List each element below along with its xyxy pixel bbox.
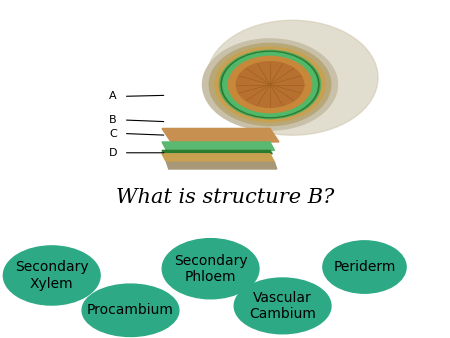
Polygon shape [162, 128, 279, 142]
Ellipse shape [220, 50, 320, 119]
Polygon shape [162, 154, 274, 162]
Ellipse shape [234, 278, 331, 334]
Ellipse shape [323, 241, 406, 293]
Ellipse shape [236, 62, 304, 107]
Ellipse shape [223, 53, 317, 117]
Text: Vascular
Cambium: Vascular Cambium [249, 291, 316, 321]
Text: C: C [109, 128, 117, 139]
Text: A: A [109, 91, 117, 101]
Ellipse shape [215, 47, 325, 122]
Polygon shape [162, 150, 272, 154]
Text: Periderm: Periderm [333, 260, 396, 274]
Text: Secondary
Phloem: Secondary Phloem [174, 254, 248, 284]
Ellipse shape [82, 284, 179, 337]
Ellipse shape [228, 56, 311, 113]
Ellipse shape [209, 43, 331, 126]
Ellipse shape [207, 20, 378, 135]
Ellipse shape [202, 39, 338, 130]
Text: D: D [108, 148, 117, 158]
Text: Secondary
Xylem: Secondary Xylem [15, 260, 89, 291]
Text: Procambium: Procambium [87, 303, 174, 317]
Polygon shape [166, 162, 277, 169]
Polygon shape [162, 142, 274, 150]
Ellipse shape [221, 51, 319, 118]
Text: B: B [109, 115, 117, 125]
Text: What is structure B?: What is structure B? [116, 188, 334, 207]
Ellipse shape [162, 239, 259, 299]
Ellipse shape [4, 246, 100, 305]
